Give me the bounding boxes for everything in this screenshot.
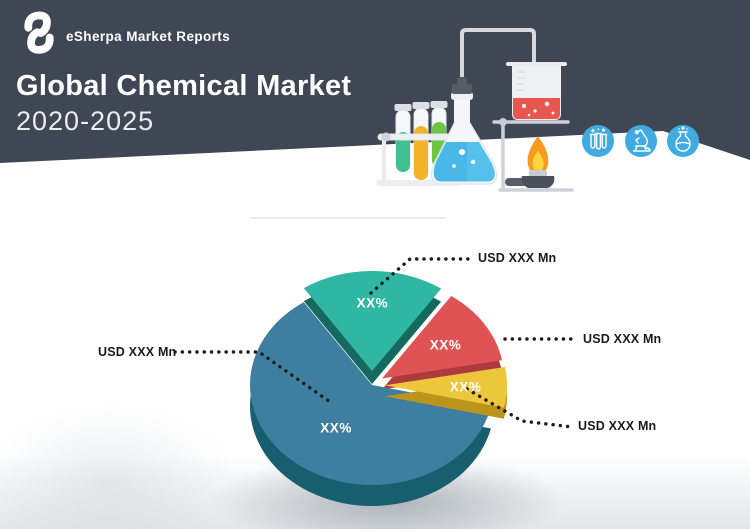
burner-flame: [527, 136, 549, 174]
flask-badge-icon: [667, 125, 699, 157]
report-title: Global Chemical Market: [16, 70, 352, 102]
brand-name: eSherpa Market Reports: [66, 28, 231, 44]
slice-percent-label: XX%: [320, 420, 352, 436]
slice-percent-label: XX%: [356, 295, 389, 311]
connecting-tube: [460, 28, 536, 86]
erlenmeyer-flask: [430, 77, 498, 185]
slice-percent-label: XX%: [429, 337, 462, 353]
callout-leader-line: [173, 350, 335, 406]
esherpa-logo-icon: [24, 11, 54, 54]
callout-label-top: USD XXX Mn: [478, 251, 557, 265]
test-tubes-badge-icon: [582, 125, 614, 157]
microscope-badge-icon: [625, 125, 657, 157]
callout-leader-line: [465, 387, 574, 429]
soft-shadow: [0, 380, 280, 529]
callout-label-right: USD XXX Mn: [583, 332, 662, 346]
burner: [505, 170, 555, 188]
report-period: 2020-2025: [16, 106, 155, 136]
callout-leader-line: [369, 257, 474, 295]
chemistry-lab-illustration: [376, 28, 574, 192]
stand-joint: [499, 118, 507, 126]
beaker: [506, 62, 567, 120]
slice-percent-label: XX%: [449, 379, 482, 395]
callout-label-bottom-right: USD XXX Mn: [578, 419, 657, 433]
lab-stand: [498, 120, 574, 192]
brand: eSherpa Market Reports: [18, 8, 230, 54]
platform-edge-line: [250, 217, 446, 219]
callout-label-left: USD XXX Mn: [98, 345, 177, 359]
